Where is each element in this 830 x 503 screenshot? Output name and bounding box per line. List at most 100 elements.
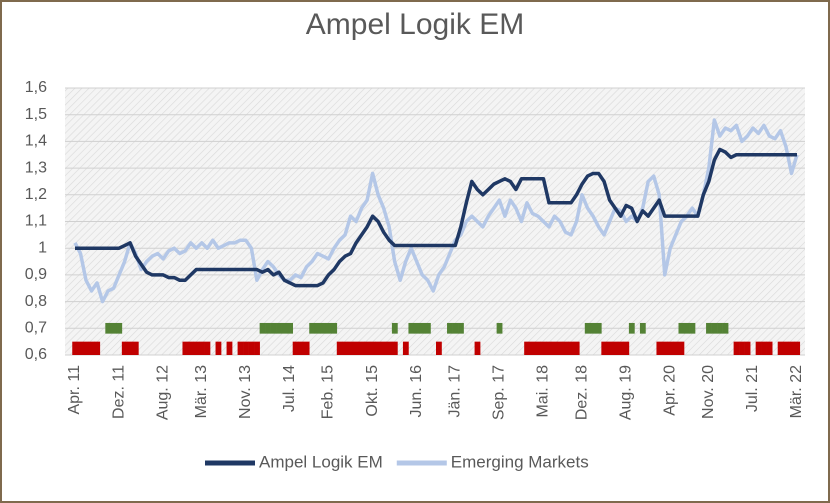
signal-bar [83, 341, 90, 355]
signal-bar [88, 341, 95, 355]
x-tick-label: Dez. 11 [110, 365, 127, 419]
signal-bar [612, 341, 619, 355]
signal-bar [739, 341, 745, 355]
signal-bar [794, 341, 801, 355]
signal-bar [182, 341, 189, 355]
signal-bar [755, 341, 762, 355]
signal-bar [121, 341, 128, 355]
x-tick-label: Okt. 15 [364, 365, 381, 417]
x-tick-label: Apr. 11 [66, 365, 83, 415]
signal-bar [331, 322, 338, 334]
signal-bar [413, 322, 420, 334]
x-tick-label: Dez. 18 [573, 365, 590, 420]
y-tick-label: 1,6 [25, 79, 47, 96]
signal-bar [237, 341, 244, 355]
signal-bar [639, 322, 646, 334]
signal-bar [132, 341, 139, 355]
x-tick-label: Feb. 15 [320, 365, 337, 419]
signal-bar [254, 341, 260, 355]
signal-bar [667, 341, 674, 355]
signal-bar [402, 341, 409, 355]
y-tick-label: 0,8 [25, 293, 47, 310]
x-tick-label: Mär. 22 [788, 365, 805, 418]
signal-bar [408, 322, 415, 334]
line [73, 118, 799, 304]
signal-bar [358, 341, 365, 355]
signal-bar [391, 341, 398, 355]
signal-bar [761, 341, 767, 355]
signal-bar [689, 322, 696, 334]
signal-bar [72, 341, 79, 355]
signal-bar [314, 322, 321, 334]
signal-bar [529, 341, 536, 355]
signal-bar [766, 341, 773, 355]
signal-bar [226, 341, 233, 355]
y-tick-label: 1,3 [25, 159, 47, 176]
signal-bar [546, 341, 553, 355]
signal-bar [110, 322, 117, 334]
signal-bar [369, 341, 376, 355]
x-tick-label: Jul. 14 [281, 365, 298, 412]
signal-bar [474, 341, 481, 355]
x-tick-label: Jun. 16 [408, 365, 425, 418]
signal-bar [717, 322, 723, 334]
signal-bar [287, 322, 294, 334]
y-tick-label: 1,4 [25, 133, 47, 150]
signal-bar [342, 341, 349, 355]
signal-bar [590, 322, 597, 334]
signal-bar [320, 322, 327, 334]
y-tick-label: 1,5 [25, 106, 47, 123]
signal-bar [524, 341, 530, 355]
signal-bar [601, 341, 608, 355]
signal-bar [309, 322, 316, 334]
signal-bar [204, 341, 211, 355]
signal-bar [617, 341, 624, 355]
signal-bar [419, 322, 426, 334]
signal-bar [684, 322, 690, 334]
y-tick-label: 0,6 [25, 346, 47, 363]
signal-bar [672, 341, 679, 355]
signal-bar [353, 341, 360, 355]
legend-label: Emerging Markets [451, 452, 589, 471]
signal-bar [364, 341, 371, 355]
signal-bar [733, 341, 740, 355]
y-tick-label: 1,1 [25, 213, 47, 230]
signal-bar [215, 341, 222, 355]
x-tick-label: Mai. 18 [535, 365, 552, 418]
signal-bar [595, 322, 602, 334]
legend-label: Ampel Logik EM [259, 452, 383, 471]
x-tick-label: Aug. 12 [154, 365, 171, 420]
y-tick-label: 0,9 [25, 266, 47, 283]
x-tick-label: Jän. 17 [447, 365, 464, 418]
x-tick-label: Aug. 19 [617, 365, 634, 420]
signal-bar [551, 341, 558, 355]
y-tick-label: 0,7 [25, 320, 47, 337]
signal-bar [711, 322, 718, 334]
signal-bar [535, 341, 542, 355]
signal-bar [77, 341, 84, 355]
signal-bar [380, 341, 387, 355]
signal-bar [678, 322, 685, 334]
signal-bar [628, 322, 635, 334]
x-tick-label: Sep. 17 [491, 365, 508, 420]
signal-bar [777, 341, 784, 355]
signal-bar [557, 341, 564, 355]
signal-bar [458, 322, 464, 334]
signal-bar [303, 341, 310, 355]
chart-title: Ampel Logik EM [306, 8, 524, 41]
signal-bar [623, 341, 630, 355]
x-tick-label: Nov. 13 [237, 365, 254, 419]
signal-bar [722, 322, 729, 334]
signal-bar [116, 322, 123, 334]
signal-bar [706, 322, 712, 334]
signal-bar [447, 322, 453, 334]
signal-bar [452, 322, 459, 334]
signal-bar [573, 341, 580, 355]
signal-bar [243, 341, 249, 355]
signal-bar [606, 341, 613, 355]
signal-bar [424, 322, 431, 334]
signal-bar [386, 341, 393, 355]
signal-bar [584, 322, 591, 334]
x-tick-label: Mär. 13 [193, 365, 210, 418]
